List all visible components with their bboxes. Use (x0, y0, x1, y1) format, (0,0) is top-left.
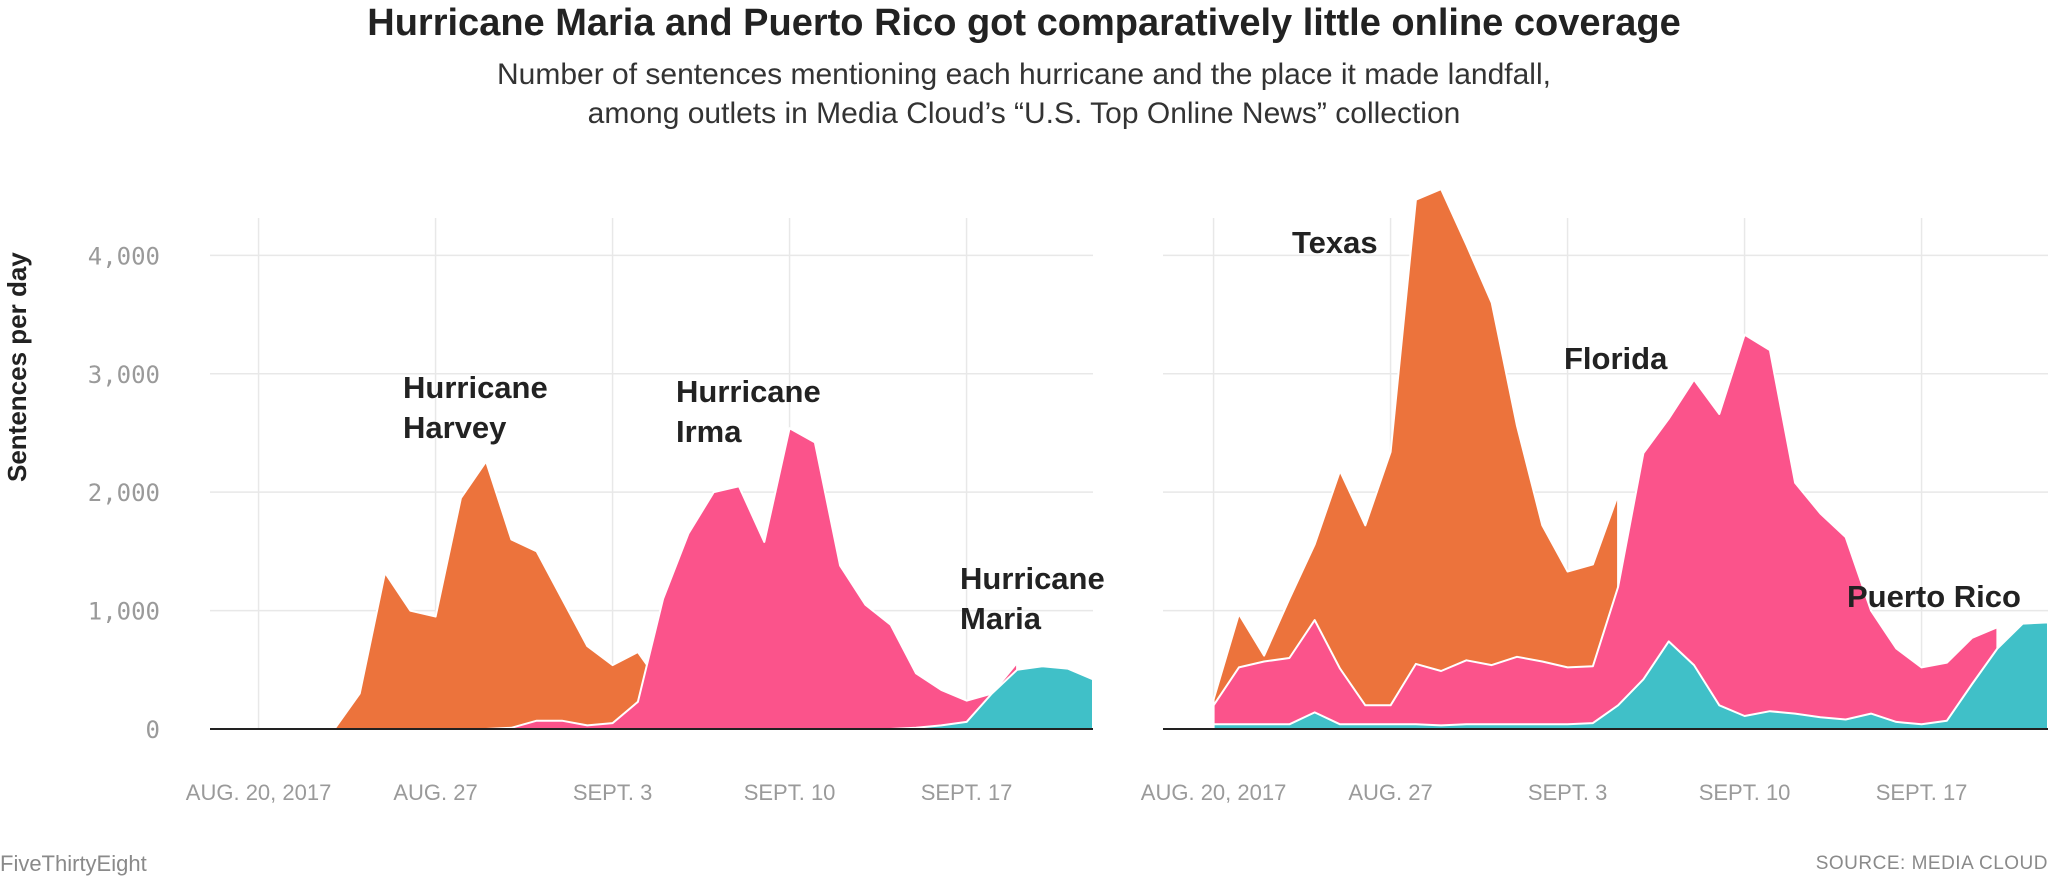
x-tick-label: AUG. 27 (1348, 780, 1432, 805)
x-tick-label: SEPT. 3 (1528, 780, 1607, 805)
x-tick-label: AUG. 27 (393, 780, 477, 805)
x-tick-label: AUG. 20, 2017 (186, 780, 332, 805)
series-label-hurricane-maria: Maria (960, 601, 1042, 636)
area-texas (1212, 188, 1620, 730)
series-label-puerto-rico: Puerto Rico (1847, 579, 2021, 614)
chart-title: Hurricane Maria and Puerto Rico got comp… (367, 2, 1681, 44)
x-tick-label: AUG. 20, 2017 (1141, 780, 1287, 805)
x-tick-label: SEPT. 10 (744, 780, 836, 805)
y-tick-label: 3,000 (88, 361, 160, 389)
series-label-hurricane-maria: Hurricane (960, 561, 1105, 596)
series-label-hurricane-irma: Hurricane (676, 374, 821, 409)
places-chart: Texas Florida Puerto Rico AUG. 20, 2017 AUG.… (1141, 188, 2048, 805)
area-hurricane-harvey (207, 460, 690, 730)
series-label-hurricane-harvey: Hurricane (403, 370, 548, 405)
x-tick-label: SEPT. 3 (573, 780, 652, 805)
area-puerto-rico (1212, 621, 2048, 730)
series-label-hurricane-irma: Irma (676, 414, 742, 449)
area-florida (1212, 333, 1999, 730)
series-label-hurricane-harvey: Harvey (403, 410, 507, 445)
area-hurricane-maria (889, 665, 1094, 730)
x-tick-label: SEPT. 10 (1699, 780, 1791, 805)
series-label-texas: Texas (1292, 225, 1378, 260)
area-hurricane-irma (485, 427, 1019, 730)
chart-subtitle-line-1: Number of sentences mentioning each hurr… (497, 58, 1551, 91)
y-tick-label: 0 (146, 716, 160, 744)
series-label-florida: Florida (1564, 341, 1668, 376)
hurricanes-chart: Hurricane Harvey Hurricane Irma Hurricane Mar… (88, 218, 1105, 805)
brand-credit: FiveThirtyEight (0, 851, 147, 876)
chart-subtitle-line-2: among outlets in Media Cloud’s “U.S. Top… (587, 97, 1461, 130)
x-tick-label: SEPT. 17 (921, 780, 1013, 805)
y-tick-label: 2,000 (88, 479, 160, 507)
source-credit: SOURCE: MEDIA CLOUD (1815, 853, 2048, 874)
x-tick-label: SEPT. 17 (1876, 780, 1968, 805)
y-tick-label: 1,000 (88, 598, 160, 626)
y-tick-label: 4,000 (88, 242, 160, 270)
